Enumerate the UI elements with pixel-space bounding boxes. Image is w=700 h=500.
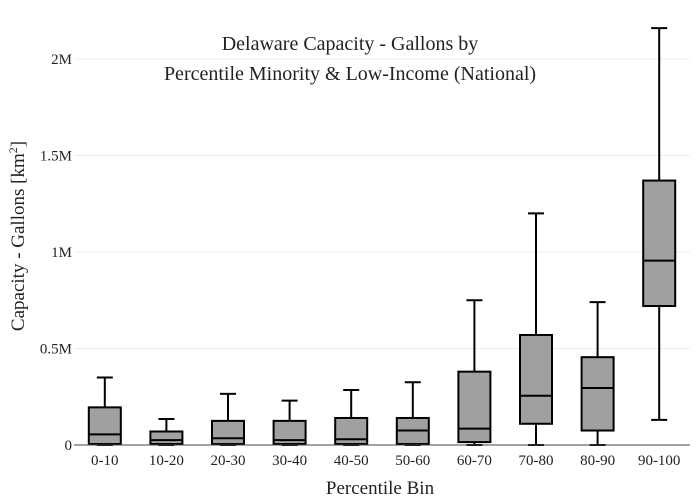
iqr-box — [580, 356, 615, 432]
iqr-box — [87, 406, 122, 446]
y-axis-title-main: Capacity - Gallons [km — [8, 153, 29, 331]
box-0-10 — [87, 376, 122, 446]
y-axis-title: Capacity - Gallons [km2] — [6, 141, 29, 331]
x-tick-label: 10-20 — [149, 453, 184, 469]
y-tick-label: 0 — [65, 438, 73, 454]
x-tick-label: 70-80 — [519, 453, 554, 469]
chart-title-line-1: Delaware Capacity - Gallons by — [222, 33, 479, 55]
x-tick-label: 60-70 — [457, 453, 492, 469]
box-series — [87, 27, 677, 446]
y-tick-label: 1M — [51, 245, 72, 261]
box-80-90 — [580, 301, 615, 446]
grid-lines — [74, 58, 690, 349]
y-tick-label: 1.5M — [40, 148, 72, 164]
box-60-70 — [457, 299, 492, 446]
x-axis-title: Percentile Bin — [326, 478, 435, 499]
x-tick-label: 80-90 — [580, 453, 615, 469]
y-axis-title-end: ] — [8, 141, 29, 147]
iqr-box — [642, 179, 677, 308]
box-30-40 — [272, 399, 307, 446]
iqr-box — [149, 430, 184, 446]
x-tick-labels: 0-10 10-20 20-30 30-40 40-50 50-60 60-70 70-80 8… — [91, 453, 680, 469]
chart-title-line-2: Percentile Minority & Low-Income (Nation… — [164, 63, 536, 85]
box-20-30 — [211, 392, 245, 446]
y-tick-label: 0.5M — [40, 341, 72, 357]
x-tick-label: 50-60 — [395, 453, 430, 469]
x-tick-label: 0-10 — [91, 453, 119, 469]
x-tick-label: 40-50 — [334, 453, 369, 469]
y-tick-label: 2M — [51, 52, 72, 68]
iqr-box — [519, 333, 553, 425]
iqr-box — [272, 419, 307, 446]
iqr-box — [457, 370, 492, 444]
iqr-box — [211, 419, 245, 446]
y-axis-title-superscript: 2 — [6, 147, 20, 153]
box-90-100 — [642, 27, 677, 421]
box-70-80 — [519, 212, 553, 446]
x-tick-label: 90-100 — [638, 453, 681, 469]
box-50-60 — [395, 381, 430, 446]
x-tick-label: 20-30 — [211, 453, 246, 469]
box-10-20 — [149, 417, 184, 446]
x-tick-label: 30-40 — [272, 453, 307, 469]
y-tick-labels: 0 0.5M 1M 1.5M 2M — [40, 52, 72, 454]
box-40-50 — [334, 388, 369, 446]
